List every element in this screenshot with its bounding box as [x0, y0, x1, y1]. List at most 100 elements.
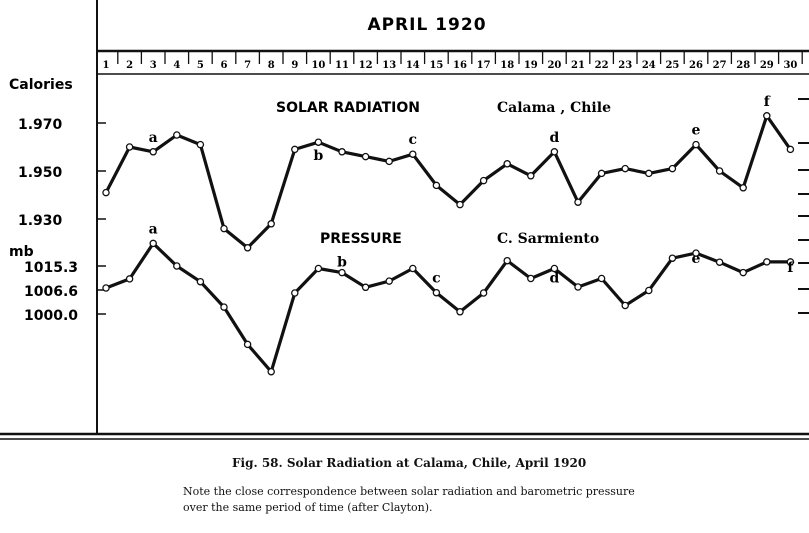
day-label: 1 — [103, 60, 110, 71]
solar-annotation: d — [550, 130, 560, 146]
solar-series: a b c d e f — [102, 94, 795, 252]
solar-point — [550, 148, 559, 156]
solar-ytick-1950: 1.950 — [18, 165, 63, 181]
pressure-point — [786, 258, 795, 266]
chart-title: APRIL 1920 — [367, 15, 486, 35]
solar-point — [456, 200, 464, 209]
solar-point — [102, 188, 110, 197]
pressure-ytick-1015: 1015.3 — [24, 260, 78, 276]
pressure-point — [385, 277, 393, 285]
pressure-point — [149, 239, 157, 248]
solar-ytick-1970: 1.970 — [18, 117, 63, 133]
day-label: 16 — [453, 60, 467, 71]
solar-point — [503, 160, 511, 168]
solar-point — [220, 224, 228, 233]
day-label: 24 — [642, 60, 656, 71]
day-label: 9 — [291, 60, 298, 71]
solar-yticks — [97, 122, 106, 220]
solar-annotation: c — [409, 132, 418, 148]
caption-title: Fig. 58. Solar Radiation at Calama, Chil… — [232, 456, 587, 470]
pressure-point — [692, 249, 700, 257]
day-label: 8 — [268, 60, 275, 71]
pressure-ytick-1000: 1000.0 — [24, 308, 78, 324]
pressure-annotation: c — [432, 271, 441, 287]
day-label: 18 — [500, 60, 514, 71]
solar-point — [432, 181, 441, 190]
pressure-annotation: b — [337, 255, 347, 271]
pressure-point — [361, 283, 370, 292]
pressure-point — [267, 367, 275, 376]
pressure-point — [409, 264, 417, 273]
day-label: 6 — [221, 60, 228, 71]
solar-point — [645, 169, 653, 178]
solar-point — [668, 164, 677, 173]
day-label: 2 — [126, 60, 133, 71]
solar-point — [385, 157, 393, 166]
pressure-ylabel: mb — [9, 244, 34, 260]
solar-annotation: f — [764, 94, 771, 110]
solar-point — [597, 169, 606, 178]
pressure-point — [125, 275, 134, 283]
solar-point — [786, 145, 795, 154]
solar-point — [361, 152, 370, 161]
solar-point — [409, 150, 417, 158]
day-label: 27 — [713, 60, 727, 71]
solar-title: SOLAR RADIATION — [276, 100, 420, 116]
day-label: 5 — [197, 60, 204, 71]
solar-point — [739, 184, 747, 192]
solar-point — [267, 220, 275, 228]
solar-point — [479, 176, 488, 185]
solar-annotation: e — [692, 123, 701, 139]
pressure-series: a b c d e f — [102, 221, 795, 376]
solar-point — [692, 140, 700, 149]
pressure-annotation: e — [692, 251, 701, 267]
solar-ylabel: Calories — [9, 77, 73, 93]
solar-point — [763, 112, 771, 120]
caption-note: Note the close correspondence between so… — [183, 485, 635, 514]
solar-annotation: b — [314, 148, 324, 164]
pressure-point — [196, 277, 205, 286]
solar-point — [149, 148, 157, 156]
day-label: 30 — [783, 60, 797, 71]
solar-point — [574, 198, 582, 206]
solar-point — [715, 167, 724, 175]
day-label: 14 — [406, 60, 420, 71]
day-header: 1 2 3 4 5 6 7 8 9 10 11 12 13 14 15 16 17 18 19 20 21 22 23 24 2… — [103, 51, 803, 71]
day-label: 28 — [736, 60, 750, 71]
day-label: 20 — [547, 60, 561, 71]
solar-point — [243, 244, 252, 252]
pressure-point — [621, 301, 629, 310]
pressure-ytick-1006: 1006.6 — [24, 284, 78, 300]
day-label: 7 — [244, 60, 251, 71]
day-label: 22 — [595, 60, 609, 71]
day-label: 19 — [524, 60, 538, 71]
day-label: 11 — [335, 60, 349, 71]
day-label: 3 — [150, 60, 157, 71]
solar-point — [125, 143, 134, 151]
day-label: 13 — [382, 60, 396, 71]
pressure-point — [314, 264, 323, 273]
day-label: 23 — [618, 60, 632, 71]
pressure-point — [527, 274, 535, 283]
solar-point — [527, 172, 535, 180]
day-label: 26 — [689, 60, 703, 71]
pressure-point — [668, 254, 677, 262]
pressure-point — [715, 258, 724, 266]
solar-point — [314, 138, 323, 146]
chart: APRIL 1920 1 2 3 4 5 6 7 8 9 10 11 12 13 14 15 16 17 18 19… — [0, 0, 809, 440]
pressure-annotation: a — [149, 221, 158, 237]
pressure-point — [503, 256, 511, 265]
solar-ytick-1930: 1.930 — [18, 213, 63, 229]
pressure-point — [291, 289, 299, 297]
pressure-point — [173, 262, 181, 270]
pressure-point — [432, 288, 441, 297]
pressure-location: C. Sarmiento — [497, 231, 599, 247]
solar-annotation: a — [149, 130, 158, 146]
day-label: 12 — [359, 60, 373, 71]
day-label: 4 — [173, 60, 180, 71]
day-label: 17 — [477, 60, 491, 71]
pressure-point — [550, 264, 559, 273]
pressure-point — [645, 286, 653, 295]
solar-line — [104, 114, 792, 250]
solar-point — [291, 145, 299, 154]
